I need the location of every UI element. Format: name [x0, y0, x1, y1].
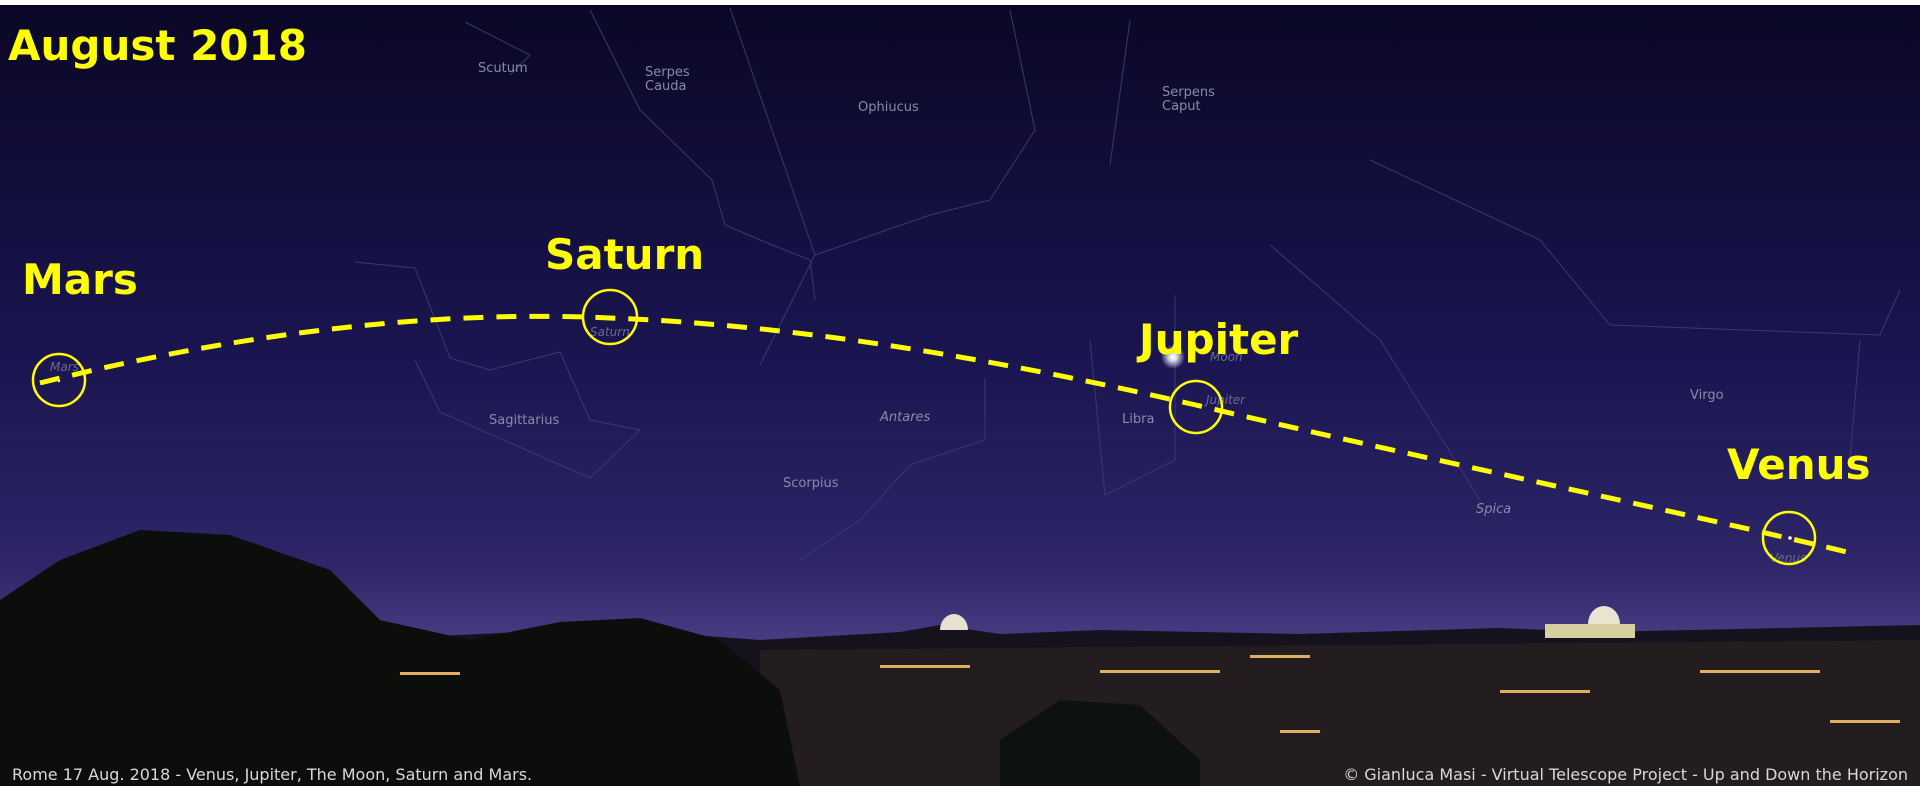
planet-label: Mars: [22, 255, 138, 304]
planet-label: Venus: [1727, 440, 1871, 489]
caption: Rome 17 Aug. 2018 - Venus, Jupiter, The …: [12, 765, 532, 784]
constellation-label: Scutum: [478, 61, 528, 76]
planet-tag: Jupiter: [1204, 393, 1246, 407]
city-skyline: [0, 530, 1920, 786]
constellation-label: Serpes: [645, 65, 690, 80]
credit: © Gianluca Masi - Virtual Telescope Proj…: [1343, 765, 1908, 784]
planet-label: Saturn: [545, 230, 704, 279]
constellation-lines: [354, 7, 1901, 561]
moon: [1161, 345, 1185, 369]
ecliptic: [39, 313, 1848, 555]
planet-circles: [31, 288, 1817, 566]
constellation-label: Sagittarius: [489, 413, 559, 428]
constellation-label: Virgo: [1690, 388, 1724, 403]
constellation-label: Ophiucus: [858, 100, 919, 115]
constellation-label: Cauda: [645, 79, 687, 94]
constellation-label: Antares: [879, 410, 931, 425]
planet-tag: Saturn: [590, 325, 630, 339]
constellation-label: Caput: [1162, 99, 1201, 114]
moon-tag: Moon: [1210, 350, 1243, 364]
title: August 2018: [8, 21, 307, 70]
planet-label: Jupiter: [1136, 315, 1299, 364]
constellation-label: Serpens: [1162, 85, 1215, 100]
constellation-label: Libra: [1122, 412, 1154, 427]
planet-tag: Mars: [50, 360, 79, 374]
constellation-labels: Scutum Serpes Cauda Ophiucus Serpens Cap…: [50, 61, 1806, 565]
constellation-label: Scorpius: [783, 476, 839, 491]
constellation-label: Spica: [1476, 502, 1511, 517]
